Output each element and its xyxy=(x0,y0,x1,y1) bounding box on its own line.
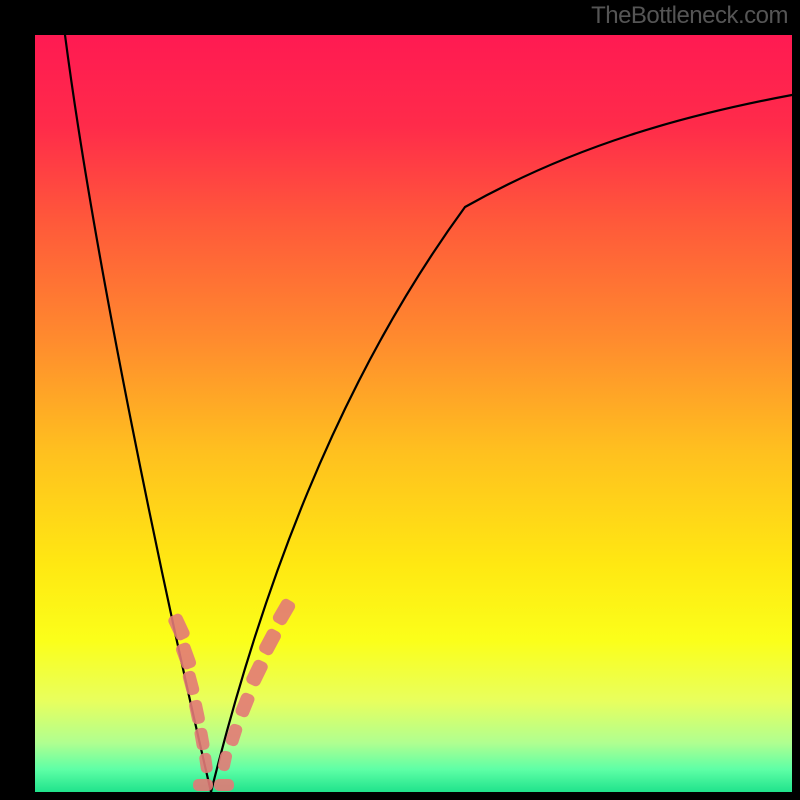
data-marker xyxy=(193,779,213,791)
watermark-text: TheBottleneck.com xyxy=(591,2,788,30)
data-marker xyxy=(214,779,234,791)
plot-area xyxy=(35,35,792,792)
plot-svg xyxy=(35,35,792,792)
background-rect xyxy=(35,35,792,792)
chart-frame: TheBottleneck.com xyxy=(0,0,800,800)
